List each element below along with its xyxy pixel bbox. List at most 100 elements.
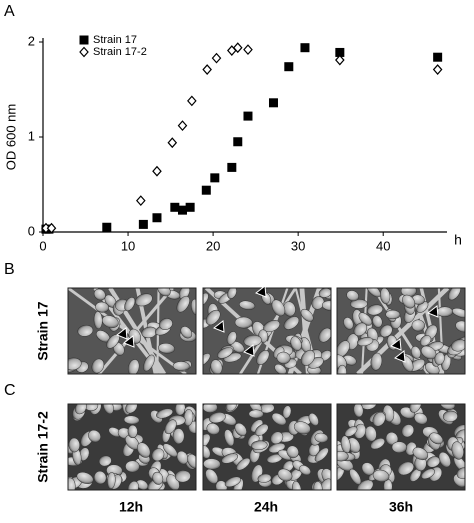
cell <box>176 450 189 465</box>
arrowhead <box>394 350 406 363</box>
cell <box>313 481 323 490</box>
cell <box>402 294 416 309</box>
data-point <box>233 137 243 147</box>
cell <box>152 471 164 485</box>
micrograph <box>337 404 465 490</box>
data-point <box>433 52 443 62</box>
cell <box>276 351 291 364</box>
arrowhead <box>390 338 402 351</box>
legend-label: Strain 17 <box>93 34 137 46</box>
cell <box>412 447 429 461</box>
cell <box>93 470 107 485</box>
cell <box>263 320 281 333</box>
cell <box>429 432 444 445</box>
cell <box>225 404 237 412</box>
arrowhead <box>427 305 439 318</box>
data-point <box>46 222 57 234</box>
micrograph-border <box>67 403 197 491</box>
data-point <box>136 195 146 207</box>
cell <box>127 359 140 374</box>
cell <box>299 465 311 476</box>
column-label: 24h <box>254 499 278 515</box>
legend-marker <box>79 46 89 58</box>
panel-label: B <box>4 261 15 278</box>
cell <box>176 295 190 313</box>
data-point <box>335 47 345 57</box>
micrograph-border <box>336 287 466 375</box>
micrograph-border <box>336 403 466 491</box>
cell <box>401 424 415 438</box>
cell <box>68 437 80 453</box>
cell <box>456 467 465 479</box>
cell <box>103 404 114 415</box>
cell <box>127 480 139 490</box>
micrograph <box>68 404 196 490</box>
cell <box>77 324 94 337</box>
data-point <box>243 44 253 56</box>
cell <box>248 409 264 419</box>
micrograph <box>203 288 331 374</box>
cell <box>251 440 268 451</box>
cell <box>210 359 223 374</box>
cell <box>290 336 302 351</box>
cell <box>286 445 299 459</box>
x-tick-label: 30 <box>291 238 305 253</box>
legend-label: Strain 17-2 <box>93 46 147 58</box>
cell <box>175 470 191 483</box>
cell <box>353 322 368 337</box>
row-label: Strain 17 <box>35 301 51 360</box>
cell <box>300 350 315 366</box>
data-point <box>102 222 112 232</box>
cell <box>358 312 373 326</box>
data-point <box>268 98 278 108</box>
y-tick-label: 2 <box>28 33 35 48</box>
y-axis-label: OD 600 nm <box>3 104 18 170</box>
cell <box>314 447 329 462</box>
y-tick-label: 1 <box>28 128 35 143</box>
data-point <box>170 202 180 212</box>
arrowhead <box>116 327 128 340</box>
cell <box>426 456 441 468</box>
cell <box>107 472 116 489</box>
x-tick-label: 20 <box>206 238 220 253</box>
cell <box>293 421 311 435</box>
cell <box>370 352 383 371</box>
cell <box>372 469 390 482</box>
cell <box>379 324 393 338</box>
cell <box>158 342 175 354</box>
cell <box>172 428 185 445</box>
cell <box>206 423 220 435</box>
cell <box>367 304 384 316</box>
data-point <box>335 54 345 66</box>
data-point <box>177 205 187 215</box>
data-point <box>201 185 211 195</box>
cell <box>283 316 300 330</box>
x-tick-label: 0 <box>39 238 46 253</box>
micrograph-border <box>202 287 332 375</box>
panel-label: A <box>4 3 15 20</box>
cell <box>419 335 432 347</box>
cell <box>364 425 377 442</box>
data-point <box>432 64 443 75</box>
cell <box>372 315 383 328</box>
cell <box>98 455 112 467</box>
cell <box>346 290 359 302</box>
cell <box>434 352 445 365</box>
cell <box>234 316 253 329</box>
micrograph-border <box>67 287 197 375</box>
cell <box>438 451 451 468</box>
cell <box>76 471 94 484</box>
cell <box>361 462 375 476</box>
legend-marker <box>79 35 89 45</box>
arrowhead <box>243 344 255 357</box>
cell <box>318 327 331 343</box>
cell <box>344 426 358 437</box>
cell <box>271 299 286 317</box>
cell <box>68 477 76 490</box>
cell <box>385 309 401 320</box>
column-label: 12h <box>119 499 143 515</box>
data-point <box>202 64 212 75</box>
cell <box>314 432 329 443</box>
cell <box>236 457 251 471</box>
micrograph <box>68 288 196 374</box>
